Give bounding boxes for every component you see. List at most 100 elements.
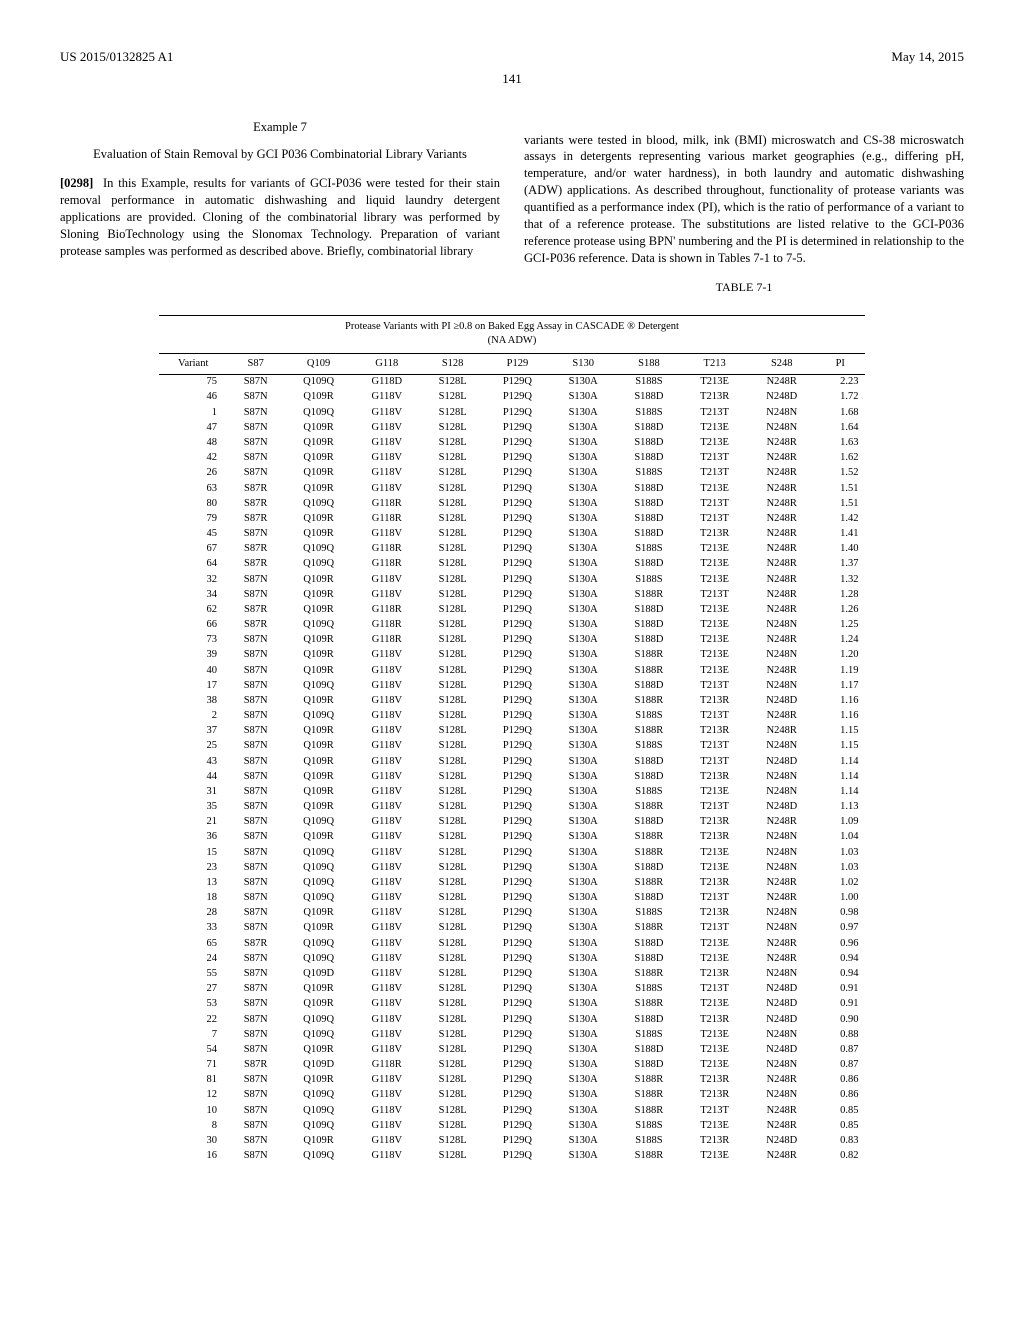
table-cell: S130A: [550, 648, 616, 663]
table-cell: S188D: [616, 860, 682, 875]
table-cell: S128L: [421, 374, 485, 390]
table-cell: N248R: [747, 374, 816, 390]
table-cell: S128L: [421, 1027, 485, 1042]
table-cell: P129Q: [485, 1103, 551, 1118]
table-cell: S130A: [550, 845, 616, 860]
table-cell: S128L: [421, 860, 485, 875]
table-cell: S130A: [550, 1118, 616, 1133]
table-cell: S128L: [421, 1073, 485, 1088]
table-row: 38S87NQ109RG118VS128LP129QS130AS188RT213…: [159, 693, 864, 708]
table-cell: S130A: [550, 1012, 616, 1027]
publication-date: May 14, 2015: [891, 48, 964, 66]
table-cell: S130A: [550, 875, 616, 890]
table-row: 47S87NQ109RG118VS128LP129QS130AS188DT213…: [159, 420, 864, 435]
column-header: S87: [227, 354, 284, 375]
table-cell: N248N: [747, 420, 816, 435]
table-cell: S87R: [227, 936, 284, 951]
table-cell: S188S: [616, 906, 682, 921]
table-cell: S87R: [227, 481, 284, 496]
table-cell: S87N: [227, 800, 284, 815]
table-cell: 63: [159, 481, 227, 496]
table-cell: S128L: [421, 709, 485, 724]
table-cell: S188R: [616, 587, 682, 602]
table-cell: P129Q: [485, 815, 551, 830]
table-cell: 1.26: [816, 602, 865, 617]
table-cell: S130A: [550, 951, 616, 966]
table-cell: S87N: [227, 709, 284, 724]
table-cell: S128L: [421, 936, 485, 951]
table-cell: T213E: [682, 420, 748, 435]
table-cell: T213E: [682, 435, 748, 450]
table-cell: Q109R: [284, 587, 353, 602]
table-cell: N248D: [747, 754, 816, 769]
column-header: Q109: [284, 354, 353, 375]
table-row: 23S87NQ109QG118VS128LP129QS130AS188DT213…: [159, 860, 864, 875]
table-row: 80S87RQ109QG118RS128LP129QS130AS188DT213…: [159, 496, 864, 511]
table-cell: P129Q: [485, 466, 551, 481]
table-cell: P129Q: [485, 618, 551, 633]
table-cell: G118R: [353, 602, 421, 617]
table-cell: 30: [159, 1133, 227, 1148]
table-cell: N248N: [747, 784, 816, 799]
table-cell: T213E: [682, 1118, 748, 1133]
table-cell: S188D: [616, 678, 682, 693]
table-cell: Q109D: [284, 1058, 353, 1073]
table-cell: S130A: [550, 784, 616, 799]
table-cell: Q109R: [284, 663, 353, 678]
table-cell: S130A: [550, 754, 616, 769]
table-cell: T213R: [682, 875, 748, 890]
table-cell: Q109Q: [284, 542, 353, 557]
table-cell: S188R: [616, 830, 682, 845]
table-cell: 1.32: [816, 572, 865, 587]
table-cell: S87R: [227, 557, 284, 572]
table-cell: S130A: [550, 891, 616, 906]
table-cell: P129Q: [485, 891, 551, 906]
table-cell: S130A: [550, 663, 616, 678]
table-cell: G118V: [353, 1027, 421, 1042]
table-cell: 12: [159, 1088, 227, 1103]
table-cell: T213E: [682, 542, 748, 557]
table-cell: S87N: [227, 572, 284, 587]
table-row: 42S87NQ109RG118VS128LP129QS130AS188DT213…: [159, 451, 864, 466]
table-cell: Q109R: [284, 602, 353, 617]
table-cell: T213T: [682, 709, 748, 724]
table-cell: Q109R: [284, 982, 353, 997]
table-cell: P129Q: [485, 1133, 551, 1148]
table-cell: T213R: [682, 1012, 748, 1027]
table-cell: 17: [159, 678, 227, 693]
table-cell: 1.14: [816, 754, 865, 769]
table-cell: S130A: [550, 678, 616, 693]
table-cell: G118V: [353, 678, 421, 693]
table-cell: S128L: [421, 875, 485, 890]
table-cell: 22: [159, 1012, 227, 1027]
table-cell: G118R: [353, 511, 421, 526]
table-cell: 8: [159, 1118, 227, 1133]
table-cell: S130A: [550, 602, 616, 617]
table-cell: S87N: [227, 784, 284, 799]
table-cell: 2.23: [816, 374, 865, 390]
table-cell: S188D: [616, 496, 682, 511]
table-cell: 1.52: [816, 466, 865, 481]
table-cell: S188D: [616, 951, 682, 966]
table-cell: T213E: [682, 374, 748, 390]
table-cell: N248N: [747, 845, 816, 860]
table-cell: P129Q: [485, 1058, 551, 1073]
table-cell: S188S: [616, 784, 682, 799]
table-cell: N248R: [747, 951, 816, 966]
table-cell: 27: [159, 982, 227, 997]
table-cell: N248R: [747, 435, 816, 450]
table-cell: Q109Q: [284, 891, 353, 906]
table-cell: N248N: [747, 860, 816, 875]
table-cell: S87N: [227, 420, 284, 435]
table-cell: 0.96: [816, 936, 865, 951]
table-cell: T213T: [682, 451, 748, 466]
table-cell: S87N: [227, 769, 284, 784]
table-row: 35S87NQ109RG118VS128LP129QS130AS188RT213…: [159, 800, 864, 815]
table-row: 13S87NQ109QG118VS128LP129QS130AS188RT213…: [159, 875, 864, 890]
table-cell: S130A: [550, 542, 616, 557]
table-cell: S128L: [421, 663, 485, 678]
table-cell: S130A: [550, 709, 616, 724]
table-row: 54S87NQ109RG118VS128LP129QS130AS188DT213…: [159, 1042, 864, 1057]
table-cell: S87N: [227, 466, 284, 481]
table-cell: G118V: [353, 1118, 421, 1133]
